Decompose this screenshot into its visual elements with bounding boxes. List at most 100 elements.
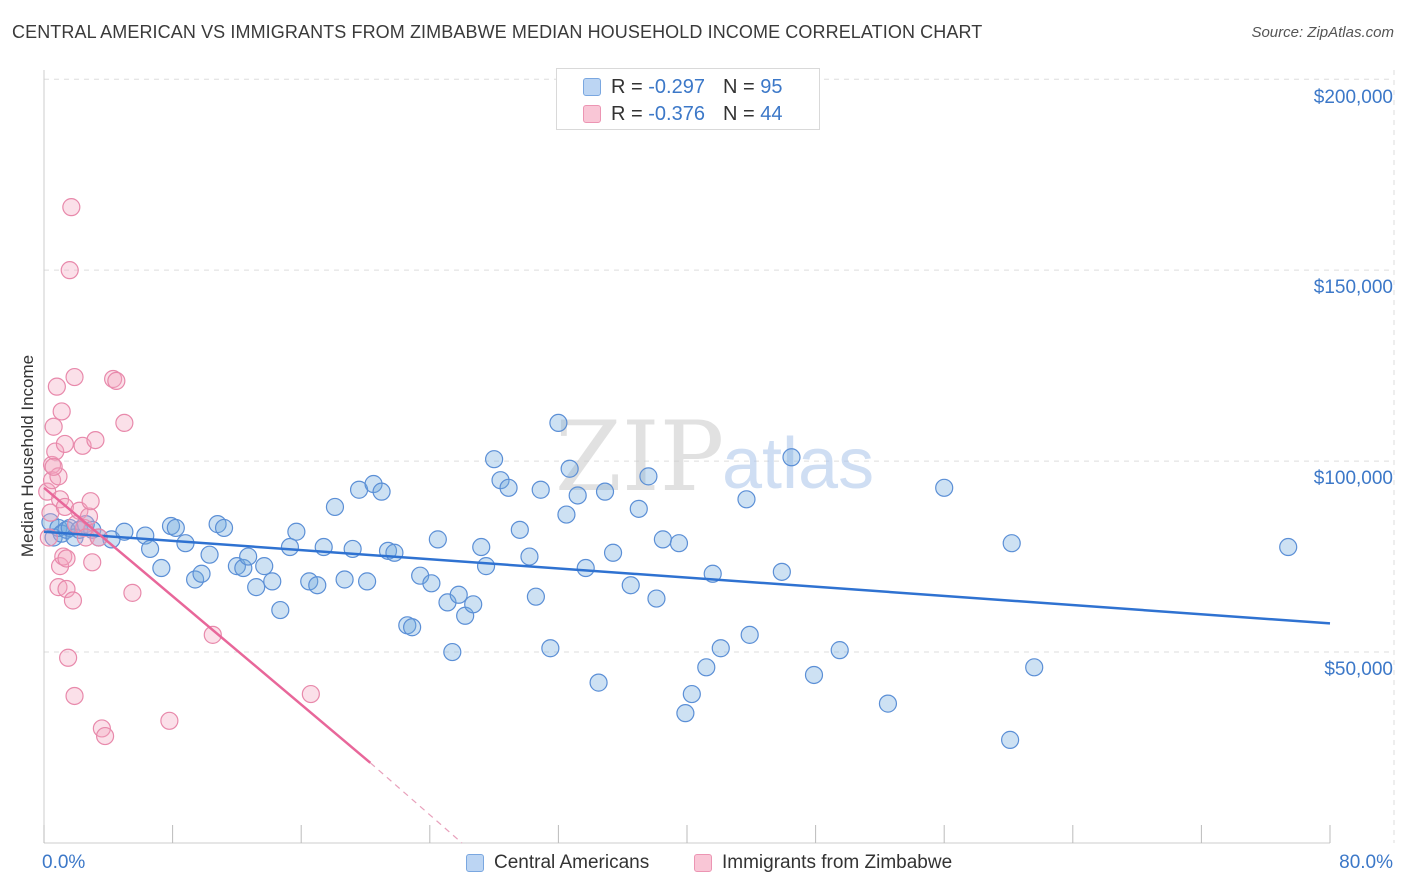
legend-row-central-americans: R = -0.297 N = 95 bbox=[583, 75, 782, 99]
point-central-american bbox=[464, 595, 483, 614]
point-central-american bbox=[239, 547, 258, 566]
point-zimbabwe bbox=[49, 467, 68, 486]
series-central-americans bbox=[41, 413, 1298, 749]
point-zimbabwe bbox=[107, 371, 126, 391]
bottom-legend-central-americans: Central Americans bbox=[466, 852, 649, 874]
point-central-american bbox=[443, 642, 462, 662]
point-central-american bbox=[308, 576, 327, 595]
correlation-legend: R = -0.297 N = 95 R = -0.376 N = 44 bbox=[556, 68, 820, 130]
bottom-legend-swatch-pink bbox=[694, 854, 712, 872]
point-central-american bbox=[255, 557, 274, 576]
legend-n-label: N = bbox=[722, 102, 755, 125]
point-central-american bbox=[740, 625, 759, 644]
point-central-american bbox=[140, 539, 160, 559]
point-central-american bbox=[549, 413, 568, 433]
point-zimbabwe bbox=[65, 686, 84, 706]
point-central-american bbox=[935, 478, 954, 497]
point-central-american bbox=[1025, 658, 1044, 677]
point-zimbabwe bbox=[57, 579, 76, 599]
point-central-american bbox=[560, 459, 579, 478]
point-central-american bbox=[603, 543, 623, 562]
point-central-american bbox=[531, 480, 550, 499]
point-central-american bbox=[152, 558, 171, 578]
point-central-american bbox=[568, 486, 587, 505]
point-central-american bbox=[234, 558, 253, 578]
bottom-legend-swatch-blue bbox=[466, 854, 484, 872]
axes bbox=[43, 70, 1331, 844]
point-central-american bbox=[647, 589, 666, 608]
legend-r-value: -0.297 bbox=[648, 75, 705, 98]
point-central-american bbox=[372, 482, 391, 501]
point-zimbabwe bbox=[79, 507, 99, 526]
point-zimbabwe bbox=[60, 261, 79, 280]
legend-r-label: R = bbox=[611, 102, 643, 125]
point-zimbabwe bbox=[160, 711, 179, 730]
point-central-american bbox=[589, 673, 608, 692]
legend-n-label: N = bbox=[722, 75, 755, 98]
point-central-american bbox=[280, 537, 300, 557]
y-tick-label: $150,000 bbox=[1313, 277, 1393, 298]
point-zimbabwe bbox=[95, 726, 115, 746]
chart-title: CENTRAL AMERICAN VS IMMIGRANTS FROM ZIMB… bbox=[12, 22, 983, 42]
point-central-american bbox=[697, 658, 716, 677]
point-zimbabwe bbox=[54, 547, 73, 566]
x-tick-label-max: 80.0% bbox=[1339, 852, 1393, 873]
point-zimbabwe bbox=[83, 553, 102, 572]
legend-swatch-pink bbox=[583, 105, 601, 123]
point-zimbabwe bbox=[115, 413, 134, 433]
point-central-american bbox=[403, 618, 422, 637]
source-label: Source: ZipAtlas.com bbox=[1251, 24, 1394, 41]
trend-line-zimbabwe-extension bbox=[369, 762, 463, 844]
point-zimbabwe bbox=[63, 591, 83, 610]
point-central-american bbox=[782, 448, 801, 467]
legend-n-value: 95 bbox=[760, 75, 783, 98]
point-zimbabwe bbox=[50, 557, 70, 576]
point-central-american bbox=[200, 545, 219, 564]
bottom-legend-label: Central Americans bbox=[494, 852, 650, 873]
point-central-american bbox=[428, 530, 447, 549]
point-zimbabwe bbox=[203, 625, 222, 644]
point-zimbabwe bbox=[301, 684, 320, 704]
point-central-american bbox=[499, 478, 518, 497]
point-central-american bbox=[192, 564, 211, 583]
point-zimbabwe bbox=[62, 198, 81, 217]
point-zimbabwe bbox=[55, 434, 74, 454]
legend-swatch-blue bbox=[583, 78, 601, 96]
point-central-american bbox=[878, 694, 898, 713]
point-zimbabwe bbox=[81, 492, 100, 511]
trend-line-zimbabwe bbox=[43, 486, 372, 764]
point-zimbabwe bbox=[59, 648, 78, 667]
y-tick-label: $100,000 bbox=[1313, 468, 1393, 489]
y-axis-label: Median Household Income bbox=[18, 354, 37, 558]
point-central-american bbox=[472, 537, 491, 557]
y-tick-label: $200,000 bbox=[1313, 87, 1393, 108]
x-tick-label-min: 0.0% bbox=[42, 852, 86, 873]
legend-n-value: 44 bbox=[760, 102, 783, 125]
point-central-american bbox=[476, 557, 496, 576]
y-tick-label: $50,000 bbox=[1324, 659, 1393, 680]
point-central-american bbox=[526, 587, 545, 606]
point-central-american bbox=[830, 641, 849, 660]
point-central-american bbox=[1279, 537, 1298, 557]
point-central-american bbox=[271, 600, 290, 620]
point-zimbabwe bbox=[86, 430, 105, 450]
point-zimbabwe bbox=[44, 417, 63, 436]
point-central-american bbox=[676, 704, 695, 723]
grid-lines bbox=[44, 70, 1395, 843]
point-central-american bbox=[682, 684, 701, 704]
point-central-american bbox=[669, 534, 689, 553]
point-central-american bbox=[214, 518, 234, 538]
bottom-legend-zimbabwe: Immigrants from Zimbabwe bbox=[694, 852, 952, 874]
point-central-american bbox=[263, 572, 282, 591]
point-central-american bbox=[510, 520, 529, 539]
legend-row-zimbabwe: R = -0.376 N = 44 bbox=[583, 102, 782, 126]
trend-line-central-americans bbox=[43, 530, 1331, 625]
point-central-american bbox=[335, 570, 354, 589]
legend-r-label: R = bbox=[611, 75, 643, 98]
series-zimbabwe bbox=[38, 198, 320, 746]
point-central-american bbox=[325, 497, 345, 517]
point-zimbabwe bbox=[104, 369, 123, 389]
point-central-american bbox=[595, 482, 615, 501]
point-central-american bbox=[1001, 730, 1020, 749]
